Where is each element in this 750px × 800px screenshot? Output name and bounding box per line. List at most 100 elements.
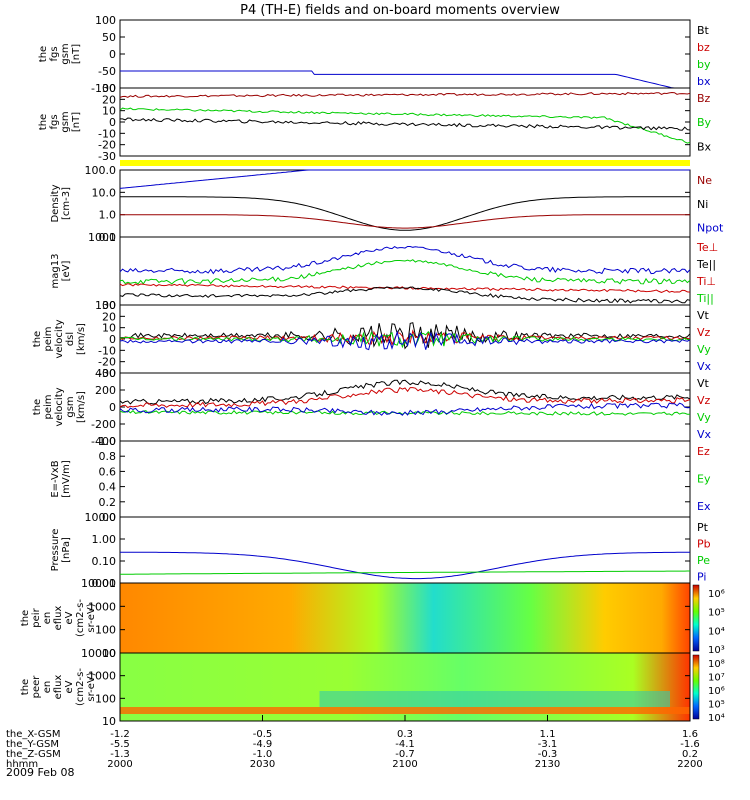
y-axis-label-line: the xyxy=(38,46,49,62)
trace-By xyxy=(119,107,691,144)
y-axis-label-line: the xyxy=(32,399,43,415)
legend-entry: By xyxy=(697,116,712,129)
y-axis-label-line: Pressure xyxy=(50,529,61,572)
y-tick-label: 0.1 xyxy=(99,231,117,244)
y-axis-label: thepeimvelocitydsl[km/s] xyxy=(32,319,87,358)
y-axis-label-line: (cm2-s- xyxy=(75,668,86,706)
legend-entry: Bx xyxy=(697,140,712,153)
panel-frame xyxy=(119,516,691,584)
y-tick-label: 1000 xyxy=(88,600,116,613)
legend-entry: Te⊥ xyxy=(696,241,718,254)
panel-6: 400 200 0 -200 -400 thepeimvelocitygsm[km/s] V… xyxy=(32,367,712,448)
y-tick-label: -10 xyxy=(98,344,116,357)
trace-Vy xyxy=(119,409,690,416)
y-tick-label: 100 xyxy=(95,692,116,705)
y-tick-label: 0.10 xyxy=(92,555,117,568)
y-tick-label: 0.0 xyxy=(99,511,117,524)
y-tick-label: 0.6 xyxy=(99,465,117,478)
y-tick-label: -30 xyxy=(98,367,116,380)
legend-entry: Ne xyxy=(697,174,712,187)
colorbar-label: 10⁶ xyxy=(708,589,725,600)
panel-frame xyxy=(119,19,691,89)
panel-5: 3020100-10-20-30thepeimvelocitydsl[km/s]… xyxy=(32,299,712,380)
y-axis-label-line: gsm xyxy=(60,111,71,132)
y-tick-label: 100 xyxy=(95,14,116,27)
y-axis-label-line: the xyxy=(20,679,31,695)
plot-title: P4 (TH-E) fields and on-board moments ov… xyxy=(240,3,560,18)
panel-4: 1000 100 mag13[eV] Te⊥ Te|| Ti⊥ Ti|| xyxy=(50,231,718,312)
y-axis-label-line: sr-eV) xyxy=(86,672,97,701)
colorbar-label: 10⁷ xyxy=(708,673,725,684)
trace-Vy xyxy=(119,331,691,349)
panel-7: 1.0 0.8 0.6 0.4 0.2 0.0 E=-VxB[mV/m] Ez Ey Ex xyxy=(50,435,711,524)
spectrogram-band xyxy=(120,707,690,714)
legend-entry: Vz xyxy=(697,394,711,407)
y-tick-label: -20 xyxy=(98,356,116,369)
trace-Bx xyxy=(120,117,691,131)
x-row-label: the_Y-GSM xyxy=(6,739,59,750)
x-tick-label: -4.9 xyxy=(253,739,273,750)
panel-1: 100 50 0 -50 -100 thefgsgsm[nT] Bt bz by bx xyxy=(38,14,711,95)
y-axis-label-line: [cm-3] xyxy=(61,187,72,220)
y-axis-label-line: gsm xyxy=(60,43,71,64)
legend-entry: Ez xyxy=(697,445,710,458)
trace-Vt xyxy=(119,322,691,350)
x-tick-label: -1.6 xyxy=(680,739,700,750)
y-tick-label: 1.00 xyxy=(92,533,117,546)
y-axis-label-line: peer xyxy=(31,675,42,699)
x-tick-label: 0.3 xyxy=(397,729,413,740)
x-tick-label: -0.7 xyxy=(395,749,415,760)
x-tick-label: 2000 xyxy=(107,759,132,770)
y-tick-label: 1000 xyxy=(88,231,116,244)
trace-Vx xyxy=(119,402,691,416)
spectrogram xyxy=(120,583,690,653)
colorbar-label: 10⁸ xyxy=(708,659,725,670)
trace-Ne xyxy=(120,214,690,229)
legend-entry: Vx xyxy=(697,428,712,441)
trace-Npot xyxy=(119,169,690,189)
y-tick-label: -100 xyxy=(91,82,116,95)
trace-Vx xyxy=(119,330,691,351)
yellow-bar xyxy=(120,160,690,166)
y-tick-label: 100 xyxy=(95,299,116,312)
x-row-label: hhmm xyxy=(6,759,38,770)
y-tick-label: 10 xyxy=(102,105,116,118)
legend-entry: Pe xyxy=(697,554,710,567)
legend-entry: Bt xyxy=(697,24,710,37)
spectrogram-band xyxy=(319,691,670,707)
y-tick-label: 10000 xyxy=(81,577,116,590)
x-tick-label: 2130 xyxy=(535,759,560,770)
y-axis-label-line: [eV] xyxy=(61,261,72,282)
trace-Ni xyxy=(120,196,690,231)
x-tick-label: -1.3 xyxy=(110,749,130,760)
legend-entry: Pi xyxy=(697,570,706,583)
y-axis-label-line: [nT] xyxy=(71,112,82,132)
y-tick-label: 50 xyxy=(102,31,116,44)
panel-10: 10⁸ 10⁷ 10⁶ 10⁵ 10⁴ 10000 1000 100 10 thepeerenef… xyxy=(20,647,725,728)
y-tick-label: 0 xyxy=(109,401,116,414)
x-tick-label: -5.5 xyxy=(110,739,130,750)
y-tick-label: 10 xyxy=(102,715,116,728)
panel-frame xyxy=(119,440,691,518)
colorbar-label: 10⁵ xyxy=(708,608,725,619)
y-tick-label: 10.00 xyxy=(85,511,117,524)
y-tick-label: 20 xyxy=(102,93,116,106)
y-axis-label-line: [km/s] xyxy=(76,391,87,423)
y-axis-label-line: dsl xyxy=(65,332,76,346)
y-axis-label: Pressure[nPa] xyxy=(50,529,72,572)
y-axis-label: thefgsgsm[nT] xyxy=(38,111,82,132)
y-tick-label: 0 xyxy=(109,48,116,61)
colorbar-label: 10⁴ xyxy=(708,713,725,724)
y-axis-label-line: velocity xyxy=(54,387,65,426)
trace-Vz xyxy=(119,387,691,409)
y-tick-label: -50 xyxy=(98,65,116,78)
legend-entry: Ni xyxy=(697,198,708,211)
x-row-label: the_X-GSM xyxy=(6,729,60,740)
date-label: 2009 Feb 08 xyxy=(6,766,74,779)
trace-Pe xyxy=(120,570,690,575)
y-axis-label-line: mag13 xyxy=(50,254,61,289)
legend-entry: Te|| xyxy=(696,258,716,271)
x-tick-label: -1.0 xyxy=(253,749,273,760)
x-tick-label: 2100 xyxy=(392,759,417,770)
